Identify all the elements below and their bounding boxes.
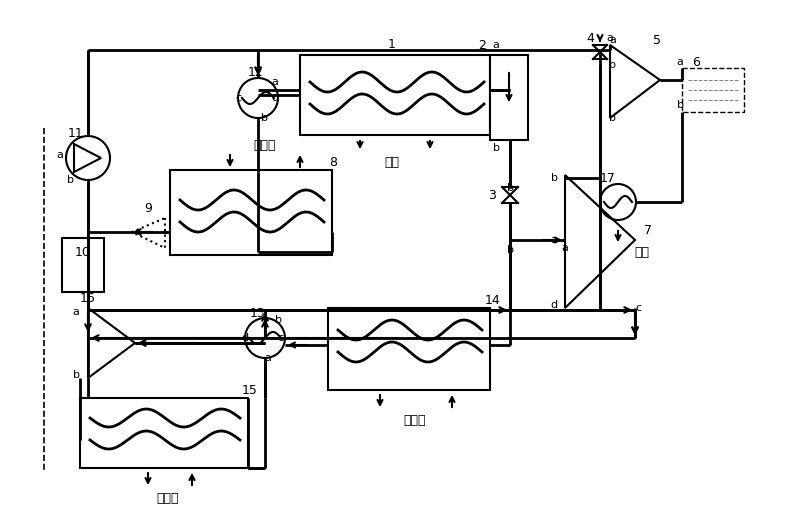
- Text: b: b: [677, 100, 683, 110]
- Text: a: a: [677, 57, 683, 67]
- Text: 13: 13: [250, 307, 266, 319]
- Text: a: a: [610, 35, 617, 45]
- Text: 热源: 热源: [634, 245, 650, 259]
- Text: a: a: [606, 33, 614, 43]
- Text: b: b: [73, 370, 79, 380]
- Text: 冷冻水: 冷冻水: [157, 492, 179, 504]
- Text: 热源: 热源: [385, 155, 399, 169]
- Text: 3: 3: [488, 189, 496, 201]
- Text: 14: 14: [485, 293, 501, 307]
- Text: 12: 12: [248, 65, 264, 79]
- Text: b: b: [550, 173, 558, 183]
- Text: d: d: [550, 300, 558, 310]
- Text: a: a: [493, 40, 499, 50]
- Text: 10: 10: [75, 245, 91, 259]
- Text: b: b: [493, 143, 499, 153]
- Text: b: b: [610, 113, 617, 123]
- Bar: [682, 68, 744, 112]
- Text: 6: 6: [692, 56, 700, 68]
- Bar: [300, 55, 490, 135]
- Text: b: b: [506, 245, 514, 255]
- Bar: [490, 55, 528, 140]
- Text: a: a: [265, 353, 271, 363]
- Text: 16: 16: [80, 291, 96, 305]
- Text: c: c: [635, 303, 641, 313]
- Text: b: b: [261, 113, 267, 123]
- Text: 9: 9: [144, 201, 152, 215]
- Circle shape: [238, 78, 278, 118]
- Text: b: b: [66, 175, 74, 185]
- Text: c: c: [277, 333, 283, 343]
- Text: b: b: [609, 60, 615, 70]
- Text: b: b: [506, 183, 514, 193]
- Text: 1: 1: [388, 37, 396, 51]
- Text: 4: 4: [586, 32, 594, 44]
- Text: d: d: [242, 333, 249, 343]
- Circle shape: [600, 184, 636, 220]
- Text: 17: 17: [600, 172, 616, 184]
- Text: b: b: [274, 315, 282, 325]
- Bar: [328, 308, 490, 390]
- Text: 7: 7: [644, 223, 652, 237]
- Text: 15: 15: [242, 383, 258, 397]
- Text: 8: 8: [329, 155, 337, 169]
- Text: a: a: [271, 77, 278, 87]
- Circle shape: [66, 136, 110, 180]
- Text: a: a: [73, 307, 79, 317]
- Bar: [80, 398, 248, 468]
- Bar: [62, 238, 104, 292]
- Bar: [170, 170, 332, 255]
- Circle shape: [245, 318, 285, 358]
- Text: c: c: [235, 93, 241, 103]
- Text: a: a: [57, 150, 63, 160]
- Text: d: d: [271, 93, 278, 103]
- Text: 冷凝水: 冷凝水: [254, 138, 276, 151]
- Text: 5: 5: [653, 34, 661, 47]
- Text: 11: 11: [68, 127, 84, 140]
- Text: a: a: [550, 235, 558, 245]
- Text: a: a: [562, 243, 569, 253]
- Text: 2: 2: [478, 38, 486, 52]
- Text: 冷凝水: 冷凝水: [404, 413, 426, 427]
